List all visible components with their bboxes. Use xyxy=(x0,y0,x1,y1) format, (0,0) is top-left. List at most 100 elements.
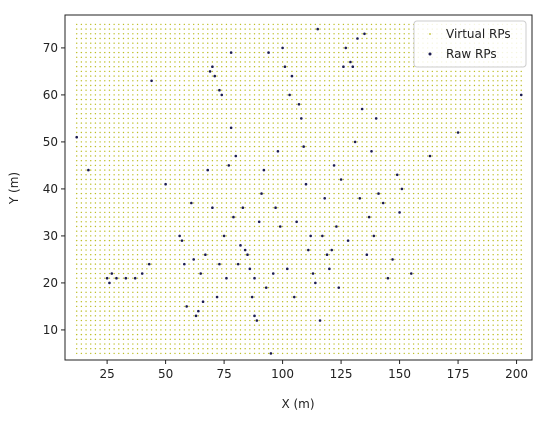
virtual-point xyxy=(375,348,377,350)
virtual-point xyxy=(141,291,143,294)
virtual-point xyxy=(132,319,134,322)
virtual-point xyxy=(90,244,92,247)
virtual-point xyxy=(132,202,134,204)
virtual-point xyxy=(436,169,438,171)
virtual-point xyxy=(375,131,377,134)
virtual-point xyxy=(483,348,485,350)
virtual-point xyxy=(174,225,176,228)
virtual-point xyxy=(146,263,148,265)
virtual-point xyxy=(408,348,410,350)
virtual-point xyxy=(183,286,186,289)
virtual-point xyxy=(99,160,101,162)
virtual-point xyxy=(146,127,148,129)
virtual-point xyxy=(225,155,228,157)
virtual-point xyxy=(314,310,317,312)
virtual-point xyxy=(281,291,284,294)
virtual-point xyxy=(258,305,260,308)
virtual-point xyxy=(267,113,270,115)
virtual-point xyxy=(85,329,87,331)
virtual-point xyxy=(80,277,83,279)
virtual-point xyxy=(122,188,125,190)
virtual-point xyxy=(216,235,218,237)
virtual-point xyxy=(225,174,228,176)
virtual-point xyxy=(202,145,204,148)
virtual-point xyxy=(132,188,134,190)
virtual-point xyxy=(295,150,298,153)
virtual-point xyxy=(333,117,335,120)
virtual-point xyxy=(356,183,359,185)
virtual-point xyxy=(473,155,476,157)
virtual-point xyxy=(267,202,270,204)
virtual-point xyxy=(216,305,218,308)
virtual-point xyxy=(309,178,312,181)
virtual-point xyxy=(501,277,504,279)
virtual-point xyxy=(361,258,363,261)
virtual-point xyxy=(80,319,83,322)
virtual-point xyxy=(197,225,200,228)
virtual-point xyxy=(380,164,382,167)
virtual-point xyxy=(85,160,87,162)
virtual-point xyxy=(211,249,214,251)
virtual-point xyxy=(277,348,279,350)
virtual-point xyxy=(253,282,256,284)
virtual-point xyxy=(80,127,83,129)
virtual-point xyxy=(305,150,307,153)
virtual-point xyxy=(408,315,410,317)
virtual-point xyxy=(440,305,443,308)
virtual-point xyxy=(314,301,317,303)
virtual-point xyxy=(113,310,115,312)
virtual-point xyxy=(305,305,307,308)
virtual-point xyxy=(511,221,513,223)
virtual-point xyxy=(483,333,485,336)
virtual-point xyxy=(94,315,97,317)
virtual-point xyxy=(169,239,171,242)
virtual-point xyxy=(394,145,396,148)
virtual-point xyxy=(380,174,382,176)
virtual-point xyxy=(221,127,223,129)
virtual-point xyxy=(174,352,176,355)
virtual-point xyxy=(455,301,457,303)
virtual-point xyxy=(394,202,396,204)
virtual-point xyxy=(366,160,368,162)
virtual-point xyxy=(338,169,340,171)
virtual-point xyxy=(338,235,340,237)
virtual-point xyxy=(75,352,78,355)
virtual-point xyxy=(398,221,401,223)
virtual-point xyxy=(104,127,106,129)
virtual-point xyxy=(314,127,317,129)
virtual-point xyxy=(314,122,317,124)
virtual-point xyxy=(506,239,508,242)
virtual-point xyxy=(207,225,209,228)
virtual-point xyxy=(356,338,359,341)
virtual-point xyxy=(132,343,134,345)
virtual-point xyxy=(235,329,237,331)
virtual-point xyxy=(324,145,326,148)
virtual-point xyxy=(300,141,303,143)
virtual-point xyxy=(122,329,125,331)
virtual-point xyxy=(75,324,78,326)
virtual-point xyxy=(431,221,434,223)
virtual-point xyxy=(122,221,125,223)
virtual-point xyxy=(211,268,214,270)
virtual-point xyxy=(113,122,115,124)
virtual-point xyxy=(483,169,485,171)
virtual-point xyxy=(90,216,92,218)
virtual-point xyxy=(141,244,143,247)
virtual-point xyxy=(342,305,345,308)
virtual-point xyxy=(127,282,129,284)
virtual-point xyxy=(188,216,190,218)
virtual-point xyxy=(183,272,186,275)
virtual-point xyxy=(436,348,438,350)
virtual-point xyxy=(197,296,200,298)
virtual-point xyxy=(501,136,504,138)
virtual-point xyxy=(174,254,176,256)
virtual-point xyxy=(478,225,480,228)
virtual-point xyxy=(249,244,251,247)
virtual-point xyxy=(305,333,307,336)
virtual-point xyxy=(281,282,284,284)
virtual-point xyxy=(417,301,419,303)
virtual-point xyxy=(389,131,391,134)
virtual-point xyxy=(412,235,415,237)
virtual-point xyxy=(263,263,265,265)
virtual-point xyxy=(192,301,195,303)
